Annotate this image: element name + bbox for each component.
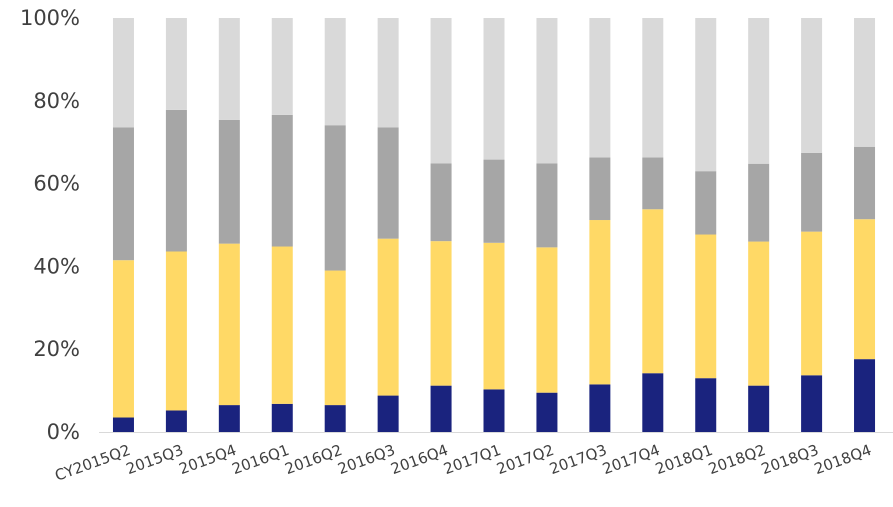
bar-segment-series-4	[430, 18, 452, 164]
bar-segment-series-2	[112, 260, 134, 418]
bar-segment-series-1	[271, 403, 293, 432]
bar-segment-series-1	[483, 389, 505, 432]
bar-segment-series-4	[801, 18, 823, 153]
bar-segment-series-3	[642, 157, 664, 210]
bar-segment-series-3	[218, 119, 240, 244]
bar-segment-series-4	[589, 18, 611, 158]
y-axis-labels: 0% 20% 40% 60% 80% 100%	[20, 6, 80, 444]
bar-segment-series-3	[430, 163, 452, 242]
x-tick-label: 2017Q1	[441, 441, 503, 478]
bars-group	[112, 18, 876, 432]
x-tick-label: 2018Q1	[653, 441, 715, 478]
y-tick-label: 40%	[33, 254, 80, 278]
bar-segment-series-4	[165, 18, 187, 110]
y-tick-label: 100%	[20, 6, 80, 30]
bar-segment-series-4	[748, 18, 770, 164]
bar-segment-series-3	[271, 114, 293, 247]
bar-segment-series-3	[801, 152, 823, 232]
y-tick-label: 0%	[47, 420, 80, 444]
bar-segment-series-1	[536, 392, 558, 432]
x-tick-label: 2017Q4	[600, 441, 662, 478]
bar-segment-series-3	[536, 163, 558, 248]
bar-segment-series-1	[801, 375, 823, 432]
bar-segment-series-2	[483, 242, 505, 390]
bar-segment-series-3	[324, 125, 346, 271]
bar-segment-series-1	[112, 417, 134, 432]
bar-segment-series-3	[854, 146, 876, 220]
x-tick-label: 2016Q4	[388, 441, 450, 478]
bar-segment-series-1	[642, 373, 664, 432]
bar-segment-series-1	[165, 410, 187, 432]
bar-segment-series-2	[748, 241, 770, 386]
x-tick-label: 2016Q3	[335, 441, 397, 478]
bar-segment-series-1	[854, 359, 876, 432]
x-tick-label: CY2015Q2	[53, 441, 133, 485]
bar-segment-series-3	[112, 127, 134, 261]
bar-segment-series-1	[324, 405, 346, 432]
y-tick-label: 80%	[33, 89, 80, 113]
x-tick-label: 2015Q4	[177, 441, 239, 478]
x-axis-labels: CY2015Q22015Q32015Q42016Q12016Q22016Q320…	[53, 441, 874, 485]
bar-segment-series-2	[324, 270, 346, 406]
bar-segment-series-2	[430, 241, 452, 386]
y-tick-label: 60%	[33, 172, 80, 196]
x-tick-label: 2018Q3	[759, 441, 821, 478]
bar-segment-series-3	[377, 127, 399, 239]
bar-segment-series-3	[695, 171, 717, 235]
bar-segment-series-1	[695, 378, 717, 432]
x-tick-label: 2018Q4	[812, 441, 874, 478]
bar-segment-series-4	[854, 18, 876, 147]
x-tick-label: 2017Q2	[494, 441, 556, 478]
bar-segment-series-2	[642, 209, 664, 374]
bar-segment-series-4	[218, 18, 240, 120]
x-tick-label: 2016Q2	[282, 441, 344, 478]
bar-segment-series-2	[854, 219, 876, 360]
bar-segment-series-1	[218, 405, 240, 432]
bar-segment-series-1	[430, 385, 452, 432]
bar-segment-series-4	[271, 18, 293, 115]
x-tick-label: 2017Q3	[547, 441, 609, 478]
bar-segment-series-2	[801, 231, 823, 376]
y-tick-label: 20%	[33, 337, 80, 361]
bar-segment-series-4	[324, 18, 346, 126]
bar-segment-series-4	[642, 18, 664, 158]
bar-segment-series-2	[377, 238, 399, 396]
bar-segment-series-2	[271, 246, 293, 404]
bar-segment-series-2	[695, 234, 717, 379]
bar-segment-series-4	[112, 18, 134, 128]
bar-segment-series-2	[165, 251, 187, 411]
bar-segment-series-1	[589, 384, 611, 432]
x-tick-label: 2018Q2	[706, 441, 768, 478]
bar-segment-series-4	[536, 18, 558, 164]
bar-segment-series-3	[483, 159, 505, 243]
bar-segment-series-2	[589, 220, 611, 385]
bar-segment-series-4	[377, 18, 399, 128]
bar-segment-series-2	[536, 247, 558, 393]
bar-segment-series-1	[377, 395, 399, 432]
bar-segment-series-2	[218, 243, 240, 406]
x-tick-label: 2015Q3	[124, 441, 186, 478]
bar-segment-series-4	[483, 18, 505, 160]
x-tick-label: 2016Q1	[230, 441, 292, 478]
bar-segment-series-4	[695, 18, 717, 172]
bar-segment-series-1	[748, 385, 770, 432]
bar-segment-series-3	[165, 109, 187, 252]
bar-segment-series-3	[589, 157, 611, 221]
bar-segment-series-3	[748, 163, 770, 242]
